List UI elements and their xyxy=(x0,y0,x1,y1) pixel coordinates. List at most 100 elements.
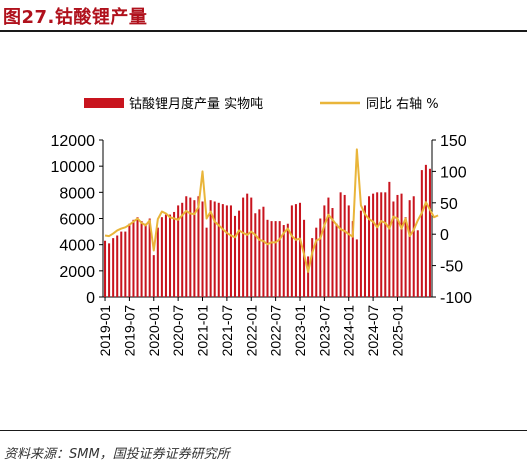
bar xyxy=(400,193,403,297)
bar xyxy=(221,204,224,297)
bar xyxy=(205,227,208,297)
bar xyxy=(424,164,427,297)
bar xyxy=(140,221,143,297)
bar xyxy=(144,223,147,297)
bar xyxy=(136,217,139,297)
bar xyxy=(242,197,245,297)
legend-bar-label: 钴酸锂月度产量 实物吨 xyxy=(129,96,263,112)
bar xyxy=(278,221,281,297)
bar xyxy=(217,202,220,297)
bar xyxy=(376,192,379,297)
bar xyxy=(266,219,269,297)
bar-series xyxy=(104,164,431,298)
bar xyxy=(368,196,371,297)
x-tick-label: 2019-01 xyxy=(97,305,113,357)
top-divider xyxy=(0,30,527,32)
bar xyxy=(193,200,196,297)
x-tick-label: 2024-07 xyxy=(365,305,381,357)
bar xyxy=(124,231,127,297)
x-tick-label: 2021-01 xyxy=(195,305,211,357)
legend: 钴酸锂月度产量 实物吨 同比 右轴 % xyxy=(84,96,439,112)
bar xyxy=(335,223,338,297)
x-tick-label: 2025-01 xyxy=(389,305,405,357)
right-tick-label: 100 xyxy=(440,164,467,181)
x-tick-label: 2023-01 xyxy=(292,305,308,357)
left-tick-label: 6000 xyxy=(59,212,95,229)
bar xyxy=(384,192,387,297)
bar xyxy=(152,255,155,297)
bar xyxy=(108,243,111,297)
bar xyxy=(327,197,330,297)
bar xyxy=(286,223,289,297)
bar xyxy=(412,196,415,297)
bar xyxy=(392,201,395,297)
bar xyxy=(128,223,131,297)
bar xyxy=(282,225,285,297)
bar xyxy=(120,231,123,297)
x-tick-label: 2022-07 xyxy=(268,305,284,357)
bar xyxy=(189,197,192,297)
left-tick-label: 12000 xyxy=(51,133,96,150)
bar xyxy=(331,208,334,297)
bar xyxy=(233,215,237,297)
bar xyxy=(372,193,375,297)
bar xyxy=(355,239,358,297)
bar xyxy=(319,218,322,297)
bar xyxy=(290,205,293,297)
bar xyxy=(428,168,431,297)
bar xyxy=(404,217,407,297)
bar xyxy=(307,256,310,297)
bar xyxy=(173,211,176,297)
bar xyxy=(209,200,212,297)
left-tick-label: 4000 xyxy=(59,238,95,255)
bar xyxy=(246,193,249,297)
bar xyxy=(343,194,346,297)
x-tick-label: 2023-07 xyxy=(316,305,332,357)
bar xyxy=(416,230,419,297)
x-tick-label: 2020-07 xyxy=(170,305,186,357)
bar xyxy=(238,210,241,297)
bar xyxy=(164,214,167,297)
right-tick-label: -50 xyxy=(440,259,463,276)
bar xyxy=(298,202,302,297)
bar xyxy=(420,170,423,297)
chart-title: 图27.钴酸锂产量 xyxy=(3,7,148,28)
bar xyxy=(363,205,366,297)
bar xyxy=(201,201,204,297)
bar xyxy=(270,221,273,297)
right-tick-label: -100 xyxy=(440,290,472,307)
bar xyxy=(185,196,188,297)
bar xyxy=(396,194,399,297)
bar xyxy=(339,192,342,297)
bar xyxy=(112,238,115,298)
right-tick-label: 150 xyxy=(440,133,467,150)
right-tick-label: 50 xyxy=(440,196,458,213)
x-tick-label: 2021-07 xyxy=(219,305,235,357)
left-tick-label: 2000 xyxy=(59,264,95,281)
bar xyxy=(225,205,228,297)
bar xyxy=(258,209,261,297)
bar xyxy=(315,227,318,297)
chart: 钴酸锂月度产量 实物吨 同比 右轴 % 0 2000 4000 6000 8000 100… xyxy=(51,96,473,356)
bar xyxy=(169,214,172,297)
x-tick-label: 2020-01 xyxy=(146,305,162,357)
bar xyxy=(408,200,411,297)
bar xyxy=(359,210,362,297)
bar xyxy=(132,219,135,297)
left-tick-label: 0 xyxy=(86,290,95,307)
x-axis-ticks: 2019-01 2019-07 2020-01 2020-07 2021-01 2021-… xyxy=(97,297,405,356)
x-tick-label: 2024-01 xyxy=(341,305,357,357)
source-note: 资料来源：SMM，国投证券证券研究所 xyxy=(4,447,230,462)
legend-bar-swatch xyxy=(84,98,124,108)
left-tick-label: 8000 xyxy=(59,185,95,202)
bar xyxy=(156,227,159,297)
bar xyxy=(250,197,253,297)
left-tick-label: 10000 xyxy=(51,159,96,176)
yoy-line xyxy=(104,148,439,273)
bar xyxy=(197,196,200,297)
bar xyxy=(262,206,265,297)
bar xyxy=(160,217,163,297)
bar xyxy=(104,240,107,297)
bar xyxy=(311,238,314,298)
bar xyxy=(380,192,383,297)
